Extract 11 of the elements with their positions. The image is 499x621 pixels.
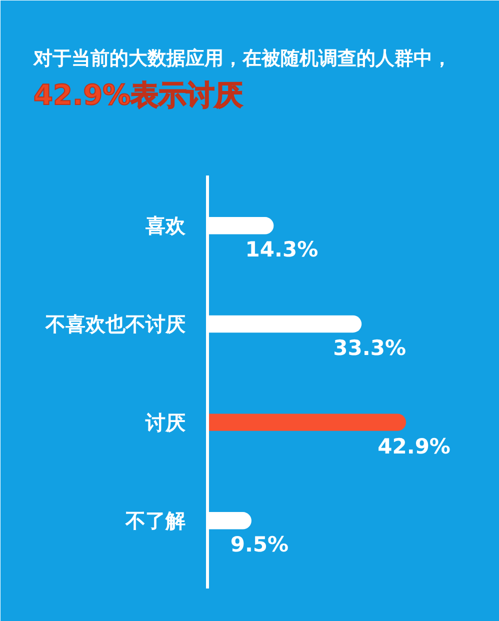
chart-title: 对于当前的大数据应用，在被随机调查的人群中， [32, 48, 452, 70]
y-tick-label: 不喜欢也不讨厌 [44, 312, 186, 336]
chart-subtitle: 42.9%表示讨厌 [34, 78, 244, 112]
y-tick-label: 不了解 [124, 508, 186, 533]
data-label: 33.3% [333, 336, 406, 360]
bar [208, 414, 406, 431]
data-label: 42.9% [378, 434, 450, 458]
data-label: 14.3% [245, 238, 318, 262]
data-label: 9.5% [230, 532, 289, 557]
y-tick-label: 喜欢 [144, 214, 186, 238]
y-tick-label: 讨厌 [144, 410, 186, 434]
